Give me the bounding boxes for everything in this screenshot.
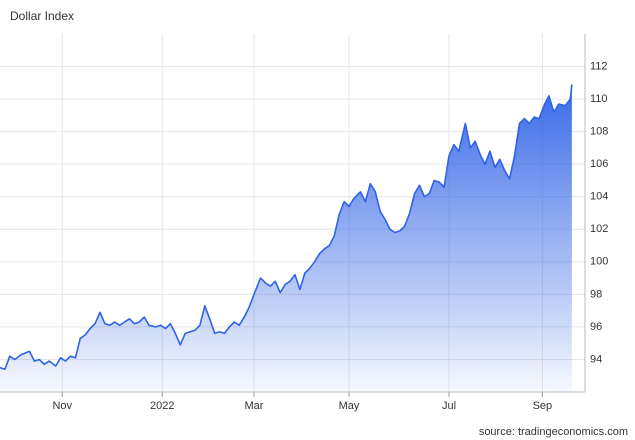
- x-tick-label: Sep: [533, 400, 553, 412]
- x-tick-label: Jul: [442, 400, 456, 412]
- y-tick-label: 110: [590, 93, 608, 105]
- y-tick-label: 104: [590, 191, 608, 203]
- y-tick-label: 106: [590, 158, 608, 170]
- series-line: [0, 84, 573, 370]
- y-tick-label: 112: [590, 60, 608, 72]
- y-tick-label: 98: [590, 288, 602, 300]
- y-tick-label: 94: [590, 353, 602, 365]
- y-tick-label: 108: [590, 126, 608, 138]
- area-fill: [0, 84, 572, 393]
- source: source: tradingeconomics.com: [479, 426, 628, 438]
- y-tick-label: 102: [590, 223, 608, 235]
- x-tick-label: Mar: [245, 400, 264, 412]
- y-tick-label: 100: [590, 256, 608, 268]
- x-tick-label: May: [339, 400, 360, 412]
- y-tick-label: 96: [590, 321, 602, 333]
- x-tick-label: Nov: [52, 400, 72, 412]
- chart-title: Dollar Index: [10, 9, 74, 23]
- x-tick-label: 2022: [150, 400, 174, 412]
